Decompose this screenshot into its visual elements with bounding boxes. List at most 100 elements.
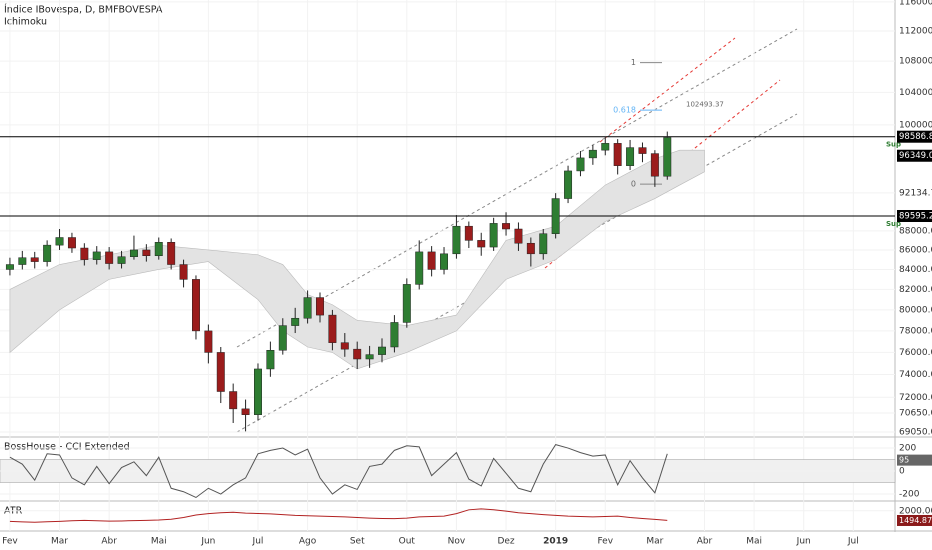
y-tick-label: 80000.00 — [899, 305, 932, 315]
x-tick-label: Jul — [252, 537, 264, 547]
y-tick-label: 104000.00 — [899, 88, 932, 98]
candle-body — [92, 251, 101, 260]
candle-body — [216, 352, 225, 392]
candle-body — [464, 225, 473, 241]
ichimoku-cloud — [9, 149, 705, 370]
y-tick-label: 112000.00 — [899, 26, 932, 36]
candle-body — [43, 244, 52, 262]
candle-body — [489, 223, 498, 248]
x-tick-label: Jul — [847, 537, 859, 547]
candle-body — [191, 279, 200, 332]
value-tag-bg — [897, 454, 932, 466]
candle-body — [278, 325, 287, 351]
x-tick-label: Fev — [2, 537, 18, 547]
candle-body — [105, 251, 114, 264]
candle-body — [576, 157, 585, 172]
y-tick-label: 0 — [899, 467, 905, 477]
candle-body — [167, 242, 176, 265]
candle-body — [303, 297, 312, 319]
candle-body — [390, 322, 399, 348]
candle-body — [378, 346, 386, 355]
x-tick-label: Out — [399, 537, 416, 547]
value-tag: 95 — [899, 456, 909, 465]
candle-body — [415, 251, 424, 285]
candle-body — [142, 249, 151, 257]
candle-body — [564, 170, 573, 199]
y-tick-label: 100000.00 — [899, 120, 932, 130]
candle-body — [316, 297, 324, 316]
x-tick-label: Abr — [101, 537, 117, 547]
x-tick-label: Abr — [697, 537, 713, 547]
candle-body — [477, 240, 486, 248]
candle-body — [67, 237, 76, 249]
price-tag-bg — [897, 209, 932, 222]
y-tick-label: 69050.00 — [899, 427, 932, 437]
candle-body — [340, 342, 349, 350]
candle-body — [365, 354, 374, 360]
fib-label: 0 — [631, 180, 636, 189]
y-tick-label: 84000.00 — [899, 265, 932, 275]
y-tick-label: 116000.00 — [899, 0, 932, 7]
candle-body — [266, 350, 275, 370]
x-tick-label: 2019 — [543, 537, 568, 547]
y-tick-label: 76000.00 — [899, 348, 932, 358]
candle-body — [452, 225, 461, 255]
candle-body — [514, 228, 523, 244]
candle-body — [80, 247, 89, 260]
price-tag-bg — [897, 149, 932, 162]
red-channel-upper — [599, 37, 736, 143]
y-tick-label: 70650.00 — [899, 408, 932, 418]
channel-upper — [236, 28, 798, 348]
value-tag-bg — [897, 514, 932, 526]
candle-body — [502, 223, 511, 230]
y-tick-label: 74000.00 — [899, 370, 932, 380]
level-note: Sup — [886, 141, 901, 149]
y-tick-label: 88000.00 — [899, 226, 932, 236]
chart-title: Índice IBovespa, D, BMFBOVESPA — [4, 4, 163, 16]
candle-body — [241, 408, 250, 415]
y-tick-label: 200 — [899, 444, 916, 454]
indicator-line — [9, 444, 668, 499]
price-tag: 98586.80 — [899, 132, 932, 142]
x-tick-label: Jun — [200, 537, 215, 547]
candle-body — [179, 264, 188, 280]
candle-body — [588, 149, 597, 159]
x-tick-label: Mai — [746, 537, 762, 547]
fib-label: 0.618 — [613, 106, 636, 115]
candle-body — [601, 143, 610, 151]
candle-body — [353, 348, 362, 360]
candle-body — [539, 233, 548, 255]
candle-body — [328, 314, 337, 343]
y-tick-label: -200 — [899, 490, 920, 500]
y-tick-label: 92134.70 — [899, 188, 932, 198]
indicator-name: Ichimoku — [4, 17, 47, 28]
candle-body — [638, 147, 647, 154]
y-tick-label: 86000.00 — [899, 245, 932, 255]
price-tag: 89595.28 — [899, 211, 932, 221]
x-tick-label: Mai — [151, 537, 167, 547]
candle-body — [291, 317, 300, 326]
candle-body — [613, 143, 622, 166]
candle-body — [650, 153, 659, 177]
candle-body — [402, 284, 411, 323]
candle-body — [440, 253, 448, 270]
y-tick-label: 108000.00 — [899, 57, 932, 67]
candle-body — [30, 257, 39, 262]
x-tick-label: Jun — [796, 537, 811, 547]
price-tag-bg — [897, 130, 932, 143]
candle-body — [117, 256, 126, 264]
candle-body — [204, 330, 213, 353]
price-tag: 96349.05 — [899, 151, 932, 161]
candle-body — [663, 137, 672, 177]
candle-body — [18, 257, 27, 265]
candle-body — [229, 391, 238, 410]
cci-title: BossHouse - CCI Extended — [4, 442, 130, 453]
x-tick-label: Dez — [497, 537, 514, 547]
indicator-line — [9, 508, 668, 523]
x-tick-label: Nov — [448, 537, 466, 547]
value-tag: 1494.8764 — [899, 516, 932, 525]
y-tick-label: 2000.0000 — [899, 506, 932, 516]
x-tick-label: Mar — [646, 537, 663, 547]
